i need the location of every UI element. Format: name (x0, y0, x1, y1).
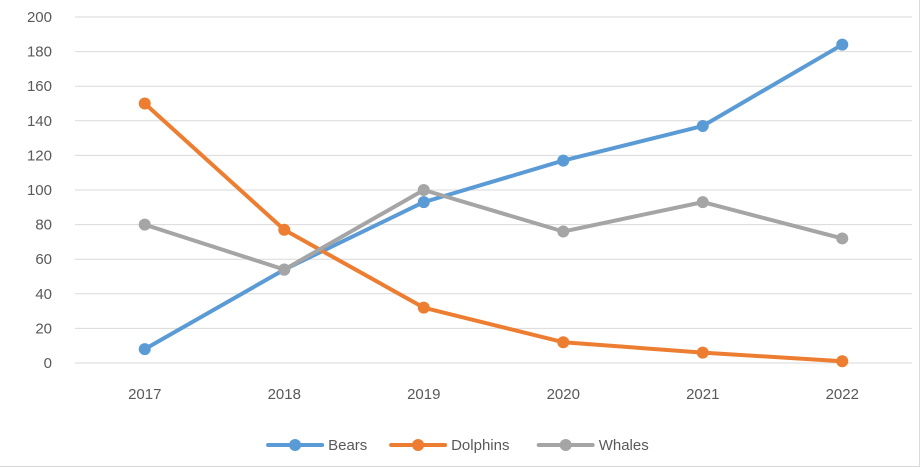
data-point (557, 154, 570, 167)
legend: Bears Dolphins Whales (266, 437, 649, 454)
legend-swatch-marker (559, 439, 572, 451)
y-tick-label: 100 (27, 182, 52, 199)
grid-layer (75, 16, 912, 364)
data-point (138, 218, 151, 231)
legend-label: Bears (328, 437, 367, 454)
series-whales (138, 184, 849, 276)
y-tick-label: 120 (27, 147, 52, 164)
data-point (138, 343, 151, 356)
data-point (278, 223, 291, 236)
legend-label: Whales (599, 437, 649, 454)
y-tick-label: 60 (35, 251, 52, 268)
x-tick-label: 2020 (547, 386, 580, 403)
data-point (696, 119, 709, 132)
x-tick-label: 2022 (826, 386, 859, 403)
series-layer (138, 38, 849, 368)
data-point (696, 196, 709, 209)
x-axis: 2017 2018 2019 2020 2021 2022 (128, 386, 859, 403)
y-tick-label: 40 (35, 286, 52, 303)
x-tick-label: 2019 (407, 386, 440, 403)
data-point (417, 301, 430, 314)
y-tick-label: 80 (35, 217, 52, 234)
series-dolphins (138, 97, 849, 368)
y-tick-label: 140 (27, 113, 52, 130)
legend-item-dolphins: Dolphins (389, 437, 509, 454)
series-line (142, 42, 845, 352)
y-tick-label: 180 (27, 44, 52, 61)
data-point (417, 184, 430, 196)
data-point (557, 336, 570, 349)
data-point (138, 97, 151, 110)
legend-swatch-marker (412, 439, 425, 451)
x-tick-label: 2017 (128, 386, 161, 403)
data-point (696, 346, 709, 359)
legend-item-whales: Whales (536, 437, 649, 454)
data-point (836, 38, 849, 51)
data-point (278, 263, 291, 276)
series-line (142, 101, 845, 364)
data-point (836, 232, 849, 245)
legend-item-bears: Bears (266, 437, 367, 454)
y-tick-label: 160 (27, 78, 52, 95)
series-line (142, 188, 845, 272)
y-tick-label: 0 (44, 355, 52, 372)
data-point (417, 196, 430, 209)
y-tick-label: 20 (35, 320, 52, 337)
data-point (557, 225, 570, 238)
data-point (836, 355, 849, 368)
legend-label: Dolphins (451, 437, 509, 454)
x-tick-label: 2018 (268, 386, 301, 403)
legend-swatch-marker (289, 439, 302, 451)
y-axis: 0 20 40 60 80 100 120 140 160 180 200 (27, 9, 52, 372)
x-tick-label: 2021 (686, 386, 719, 403)
y-tick-label: 200 (27, 9, 52, 26)
